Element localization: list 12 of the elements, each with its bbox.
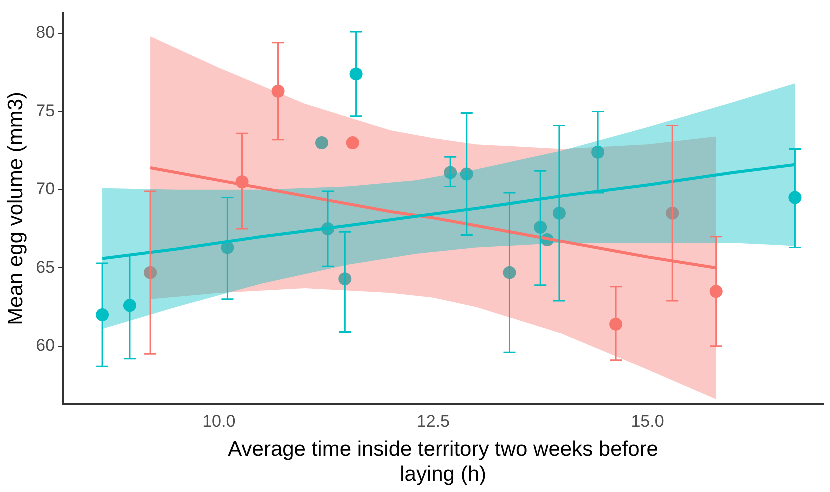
x-tick-label: 15.0 <box>631 412 664 432</box>
point <box>346 136 360 150</box>
x-axis-title: Average time inside territory two weeks before laying (h) <box>228 438 658 486</box>
y-tick-label: 80 <box>36 23 56 42</box>
y-tick-label: 65 <box>36 258 56 277</box>
y-tick-label: 70 <box>36 180 56 199</box>
point <box>316 136 328 150</box>
y-axis-title: Mean egg volume (mm3) <box>4 92 28 326</box>
y-tick-label: 75 <box>36 101 56 120</box>
x-tick-label: 12.5 <box>416 412 450 432</box>
x-tick-label: 10.0 <box>202 412 236 432</box>
y-tick-label: 60 <box>36 336 56 356</box>
